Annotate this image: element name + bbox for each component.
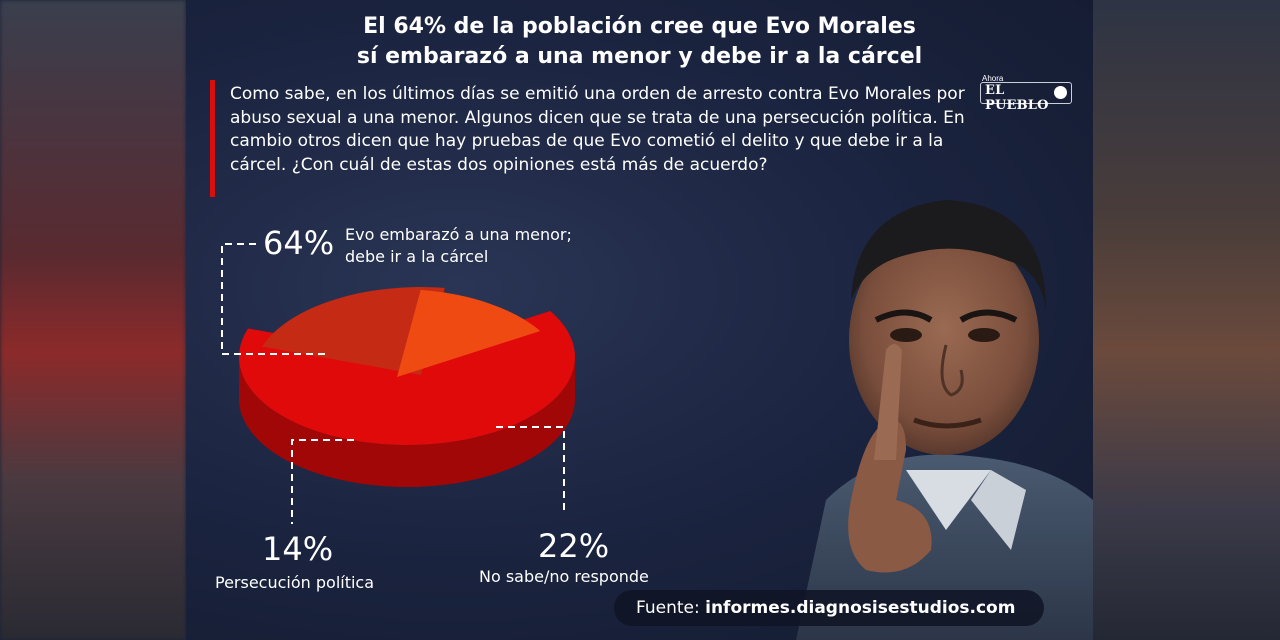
slice-64-value-label: 64%	[263, 224, 335, 262]
source-url: informes.diagnosisestudios.com	[705, 598, 1016, 618]
source-prefix: Fuente:	[636, 598, 700, 618]
survey-question: Como sabe, en los últimos días se emitió…	[230, 84, 965, 175]
pie-chart	[221, 243, 575, 524]
logo-ahora: Ahora	[982, 74, 1004, 83]
slice-22-category-label: No sabe/no responde	[479, 567, 649, 586]
slice-14-value-label: 14%	[262, 530, 334, 568]
leader-22-line	[496, 426, 565, 512]
slice-14-top	[397, 289, 541, 377]
headline-line-1: El 64% de la población cree que Evo Mora…	[363, 14, 916, 39]
headline-line-2: sí embarazó a una menor y debe ir a la c…	[356, 44, 923, 69]
leader-64-line	[221, 243, 326, 355]
headline: El 64% de la población cree que Evo Mora…	[186, 12, 1093, 72]
leader-14-line	[291, 439, 354, 524]
el-pueblo-logo: Ahora EL PUEBLO	[980, 74, 1072, 113]
slice-64-category-label: Evo embarazó a una menor; debe ir a la c…	[345, 224, 572, 268]
source-credit: Fuente: informes.diagnosisestudios.com	[614, 590, 1044, 626]
background-right-blur	[1093, 0, 1280, 640]
slice-64-label-line-2: debe ir a la cárcel	[345, 247, 489, 266]
background-left-blur	[0, 0, 186, 640]
logo-frame	[980, 82, 1072, 104]
slice-22-value-label: 22%	[538, 527, 610, 565]
question-accent-bar	[210, 80, 215, 197]
logo-seal-icon	[1054, 86, 1067, 99]
infographic-card: El 64% de la población cree que Evo Mora…	[186, 0, 1093, 640]
slice-64-label-line-1: Evo embarazó a una menor;	[345, 225, 572, 244]
slice-14-category-label: Persecución política	[215, 573, 375, 592]
portrait-photo	[796, 200, 1093, 640]
logo-name: EL PUEBLO	[985, 83, 1049, 113]
